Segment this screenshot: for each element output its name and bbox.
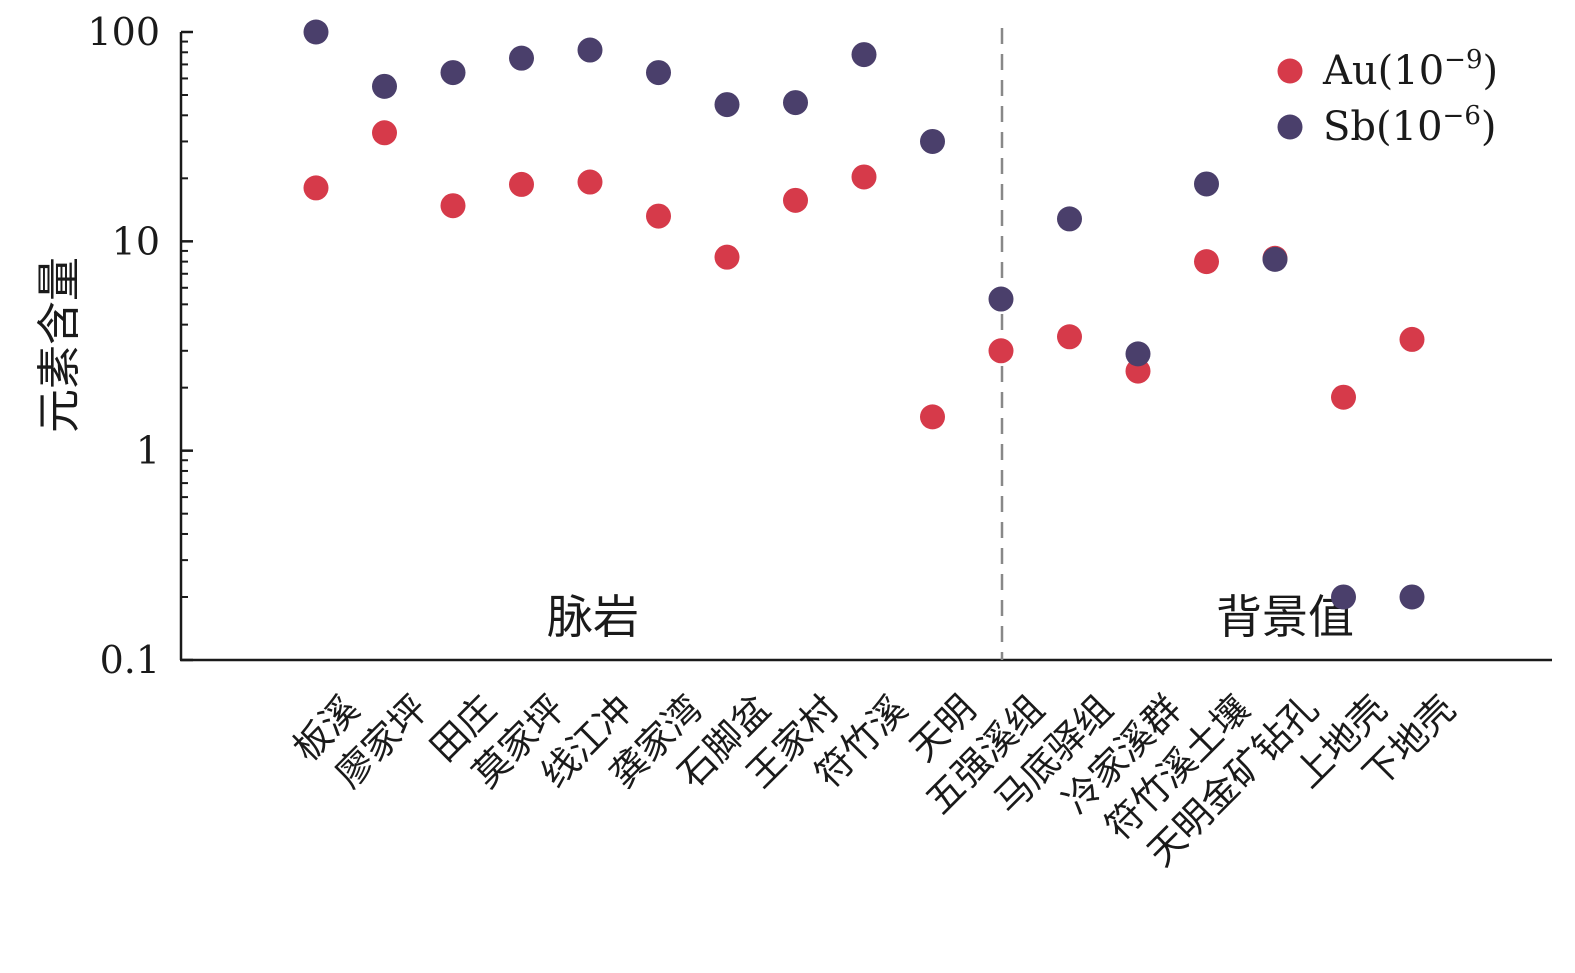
legend-sb-name: Sb (1323, 104, 1376, 150)
point-au-8 (851, 164, 877, 190)
y-tick-label: 0.1 (100, 638, 160, 682)
point-sb-10 (988, 286, 1014, 312)
series-sb (303, 19, 1425, 610)
point-sb-4 (577, 37, 603, 63)
y-tick-label: 1 (136, 429, 160, 473)
point-au-11 (1057, 324, 1082, 350)
legend-marker-sb (1277, 114, 1303, 140)
point-sb-15 (1331, 584, 1356, 610)
group-label-dike: 脉岩 (547, 590, 639, 644)
legend-au-name: Au (1322, 48, 1378, 94)
point-sb-2 (440, 60, 466, 86)
point-au-0 (303, 175, 329, 201)
point-sb-1 (372, 73, 397, 99)
point-sb-13 (1194, 171, 1219, 197)
y-axis-label: 元素含量 (34, 257, 85, 433)
point-sb-5 (646, 60, 671, 86)
point-au-2 (440, 193, 466, 219)
point-au-13 (1194, 249, 1219, 275)
legend-sb-exponent: −6 (1443, 101, 1481, 131)
legend-label-sb: Sb(10−6) (1323, 101, 1496, 150)
legend-au-exponent: −9 (1444, 45, 1482, 75)
point-sb-0 (303, 19, 329, 45)
y-tick-label: 10 (112, 219, 160, 263)
point-sb-8 (851, 42, 877, 68)
point-au-7 (783, 187, 808, 213)
group-label-background: 背景值 (1216, 590, 1354, 644)
point-au-9 (920, 404, 945, 430)
point-au-12 (1125, 358, 1151, 384)
point-sb-11 (1057, 206, 1082, 232)
point-au-15 (1331, 384, 1356, 410)
series-au (303, 120, 1425, 430)
point-sb-14 (1262, 246, 1288, 272)
point-sb-3 (509, 45, 534, 71)
axes (179, 32, 1552, 662)
point-au-1 (372, 120, 397, 146)
point-sb-9 (920, 128, 945, 154)
point-au-5 (646, 203, 671, 229)
point-au-16 (1399, 326, 1425, 352)
y-tick-label: 100 (87, 10, 160, 54)
point-au-4 (577, 169, 603, 195)
y-minor-ticks (181, 40, 188, 598)
legend: Au(10−9) Sb(10−6) (1277, 45, 1498, 150)
point-sb-16 (1399, 584, 1425, 610)
point-au-10 (988, 338, 1014, 364)
legend-marker-au (1277, 58, 1303, 84)
point-sb-12 (1125, 341, 1151, 367)
category-labels: 板溪廖家坪田庄莫家坪线江冲龚家湾石脚盆王家村符竹溪天明五强溪组马底驿组冷家溪群符… (285, 687, 1464, 874)
point-au-3 (509, 171, 534, 197)
legend-label-au: Au(10−9) (1322, 45, 1498, 94)
y-major-ticks: 0.1 1 10 100 (87, 10, 193, 682)
point-au-6 (714, 244, 740, 270)
point-sb-7 (783, 90, 808, 116)
point-sb-6 (714, 92, 740, 118)
